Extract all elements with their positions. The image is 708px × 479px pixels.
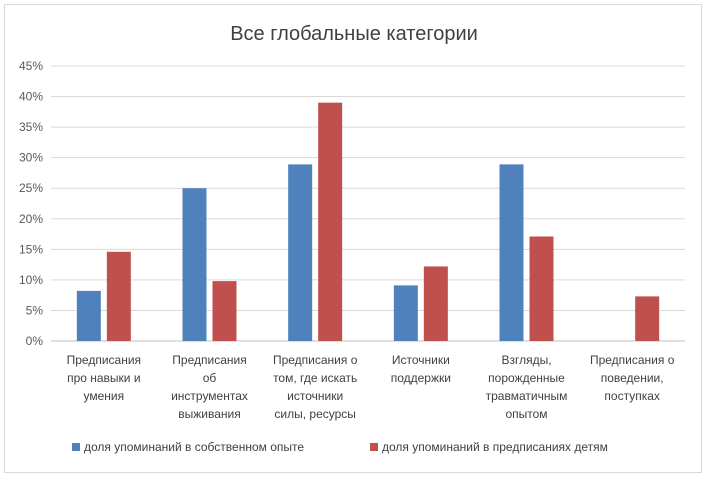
x-category-label: Предписания про навыки и умения	[67, 353, 141, 403]
legend-label: доля упоминаний в предписаниях детям	[382, 440, 608, 454]
legend: доля упоминаний в собственном опыте доля …	[72, 440, 608, 454]
bar-series-1-cat-5	[499, 164, 524, 341]
y-tick-label: 25%	[19, 181, 43, 195]
y-tick-label: 45%	[19, 59, 43, 73]
y-tick-label: 40%	[19, 90, 43, 104]
bar-series-2-cat-6	[635, 296, 660, 341]
y-tick-label: 30%	[19, 151, 43, 165]
gridlines	[51, 65, 685, 342]
chart-title: Все глобальные категории	[230, 23, 478, 45]
x-category-label: Предписания об инструментах выживания	[171, 353, 248, 421]
bar-series-1-cat-4	[393, 285, 418, 341]
y-tick-label: 10%	[19, 273, 43, 287]
bar-series-2-cat-5	[529, 236, 554, 341]
y-tick-label: 35%	[19, 120, 43, 134]
bar-series-2-cat-3	[318, 102, 343, 342]
y-tick-label: 5%	[26, 303, 44, 317]
y-tick-label: 15%	[19, 242, 43, 256]
y-tick-label: 0%	[26, 334, 44, 348]
chart-frame	[4, 4, 702, 473]
bar-series-1-cat-3	[288, 164, 313, 341]
bar-series-2-cat-4	[423, 266, 448, 341]
bars	[76, 102, 660, 342]
legend-label: доля упоминаний в собственном опыте	[84, 440, 304, 454]
legend-swatch	[370, 443, 378, 451]
x-category-label: Предписания о том, где искать источники сил…	[273, 353, 358, 421]
bar-series-1-cat-1	[76, 290, 101, 341]
x-category-label: Предписания о поведении, поступках	[590, 353, 675, 403]
bar-series-2-cat-2	[212, 281, 237, 341]
x-axis: Предписания про навыки и умения Предписания…	[67, 353, 675, 421]
y-tick-label: 20%	[19, 212, 43, 226]
bar-series-1-cat-2	[182, 188, 207, 341]
y-axis: 0% 5% 10% 15% 20% 25% 30% 35% 40% 45%	[19, 59, 43, 348]
x-category-label: Источники поддержки	[391, 353, 451, 385]
bar-series-2-cat-1	[106, 251, 131, 341]
x-category-label: Взгляды, порожденные травматичным опытом	[486, 353, 568, 421]
legend-swatch	[72, 443, 80, 451]
